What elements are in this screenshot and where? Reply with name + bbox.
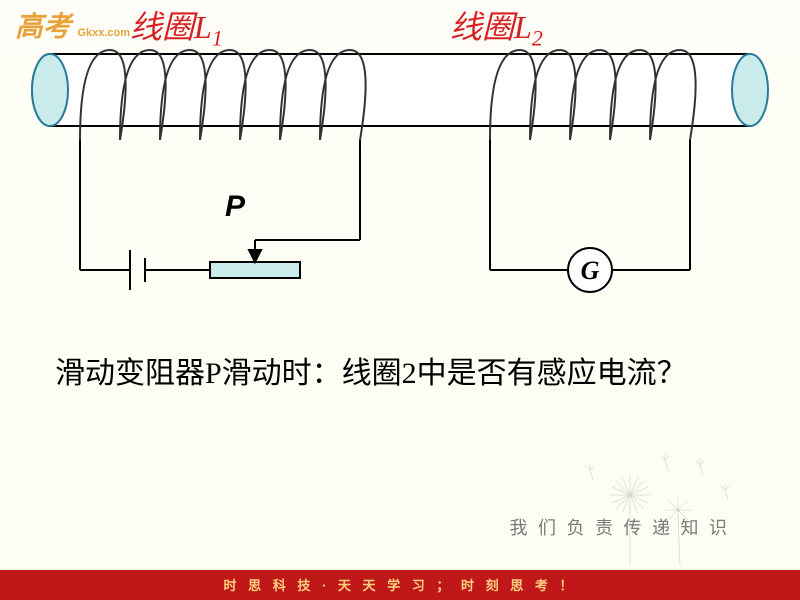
footer-text: 时 思 科 技 · 天 天 学 习 ； 时 刻 思 考 ！: [0, 575, 800, 594]
site-logo: 高考 Gkxx.com: [15, 5, 130, 45]
circuit-primary: [80, 140, 360, 290]
circuit-diagram: G: [20, 40, 780, 320]
dandelion-decoration: [560, 445, 760, 565]
core-body: [50, 54, 750, 126]
galvanometer-label: G: [581, 256, 600, 285]
rheostat-label: P: [225, 190, 245, 224]
logo-main-text: 高考: [15, 12, 71, 43]
core-right-cap: [732, 54, 768, 126]
logo-sub-text: Gkxx.com: [77, 27, 130, 39]
slide: 高考 Gkxx.com 线圈L1 线圈L2: [0, 0, 800, 600]
motto-text: 我 们 负 责 传 递 知 识: [510, 514, 731, 540]
question-text: 滑动变阻器P滑动时：线圈2中是否有感应电流？: [55, 350, 735, 398]
